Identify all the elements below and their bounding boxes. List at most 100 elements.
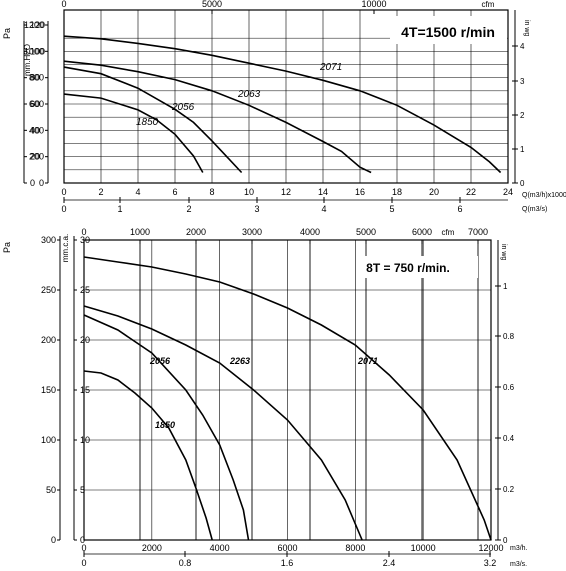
- mm-axis-title: mm.H2O: [23, 44, 32, 76]
- pa-tick-label: 0: [51, 535, 56, 545]
- curve-label-2071: 2071: [319, 62, 342, 73]
- curve-2056: [83, 314, 250, 541]
- pa-tick-label: 1200: [24, 20, 44, 30]
- mm-tick-label: 15: [80, 385, 90, 395]
- pa-axis-title: Pa: [2, 28, 12, 39]
- curve-2056: [63, 66, 243, 174]
- inwg-tick-label: 1: [520, 145, 525, 154]
- secondary-axis-title: m3/s.: [510, 561, 527, 568]
- pa-tick-label: 100: [41, 435, 56, 445]
- curve-label-2056: 2056: [149, 356, 171, 366]
- cfm-tick-label: 1000: [130, 227, 150, 237]
- x-tick-label: 20: [429, 187, 439, 197]
- curve-label-2056: 2056: [171, 102, 195, 113]
- x-tick-label: 12000: [478, 543, 503, 553]
- cfm-tick-label: 0: [81, 227, 86, 237]
- inwg-tick-label: 0.2: [503, 485, 515, 494]
- x-tick-label: 6000: [277, 543, 297, 553]
- x-tick-label: 0: [81, 543, 86, 553]
- speed-label-bg: [390, 16, 507, 44]
- inwg-tick-label: 4: [520, 42, 525, 51]
- cfm-tick-label: 6000: [412, 227, 432, 237]
- cfm-tick-label: 5000: [202, 0, 222, 9]
- pa-tick-label: 150: [41, 385, 56, 395]
- curve-2071: [83, 256, 492, 541]
- cfm-tick-label: 3000: [242, 227, 262, 237]
- x-tick-label: 16: [355, 187, 365, 197]
- inwg-tick-label: 0: [503, 536, 508, 545]
- mm-tick-label: 10: [80, 435, 90, 445]
- secondary-tick-label: 1: [117, 204, 122, 214]
- inwg-axis-title: in wg: [500, 244, 507, 260]
- inwg-tick-label: 2: [520, 111, 525, 120]
- pa-tick-label: 600: [29, 99, 44, 109]
- curve-2071: [63, 35, 502, 174]
- chart-8t-750: 050100150200250300Pa051015202530mm.c.a.0…: [2, 227, 528, 568]
- mm-tick-label: 30: [80, 235, 90, 245]
- curve-1850: [63, 93, 204, 173]
- inwg-tick-label: 1: [503, 282, 508, 291]
- x-tick-label: 6: [172, 187, 177, 197]
- inwg-axis-title: in wg: [523, 20, 530, 36]
- pa-tick-label: 1000: [24, 46, 44, 56]
- inwg-tick-label: 0: [520, 179, 525, 188]
- x-tick-label: 4: [135, 187, 140, 197]
- curve-label-2063: 2063: [237, 89, 261, 100]
- x-tick-label: 18: [392, 187, 402, 197]
- curve-label-1850: 1850: [136, 117, 159, 128]
- pa-tick-label: 400: [29, 125, 44, 135]
- x-tick-label: 8000: [345, 543, 365, 553]
- cfm-tick-label: 5000: [356, 227, 376, 237]
- secondary-tick-label: 1.6: [281, 558, 294, 568]
- secondary-tick-label: 2.4: [383, 558, 396, 568]
- cfm-tick-label: 0: [61, 0, 66, 9]
- x-axis-title: m3/h.: [510, 545, 528, 552]
- chart-4t-1500: 020040060080010001200Pa020406080100120mm…: [2, 0, 566, 214]
- secondary-tick-label: 0: [81, 558, 86, 568]
- cfm-axis-title: cfm: [442, 228, 455, 237]
- x-tick-label: 12: [281, 187, 291, 197]
- x-tick-label: 10000: [411, 543, 436, 553]
- cfm-tick-label: 10000: [361, 0, 386, 9]
- pa-tick-label: 50: [46, 485, 56, 495]
- cfm-tick-label: 4000: [300, 227, 320, 237]
- mm-tick-label: 40: [30, 125, 40, 135]
- mm-tick-label: 120: [30, 20, 45, 30]
- secondary-tick-label: 0: [61, 204, 66, 214]
- x-tick-label: 8: [209, 187, 214, 197]
- cfm-tick-label: 2000: [186, 227, 206, 237]
- pa-tick-label: 250: [41, 285, 56, 295]
- secondary-tick-label: 5: [389, 204, 394, 214]
- x-tick-label: 14: [318, 187, 328, 197]
- pa-axis-title: Pa: [2, 242, 12, 253]
- secondary-tick-label: 3: [254, 204, 259, 214]
- x-tick-label: 24: [503, 187, 513, 197]
- mm-tick-label: 20: [30, 152, 40, 162]
- speed-label: 4T=1500 r/min: [401, 24, 495, 40]
- mm-tick-label: 100: [30, 46, 45, 56]
- speed-label: 8T = 750 r/min.: [366, 261, 450, 275]
- curve-2063: [63, 60, 372, 174]
- curve-label-2071: 2071: [357, 356, 378, 366]
- secondary-axis-title: Q(m3/s): [522, 206, 547, 213]
- pa-tick-label: 200: [29, 152, 44, 162]
- mm-tick-label: 0: [80, 535, 85, 545]
- mm-tick-label: 80: [30, 73, 40, 83]
- x-axis-title: Q(m3/h)x1000: [522, 192, 566, 199]
- cfm-tick-label: 7000: [468, 227, 488, 237]
- pa-tick-label: 300: [41, 235, 56, 245]
- x-tick-label: 2: [98, 187, 103, 197]
- speed-label-bg: [360, 256, 478, 278]
- inwg-tick-label: 0.4: [503, 434, 515, 443]
- curve-label-2263: 2263: [229, 356, 250, 366]
- mm-tick-label: 20: [80, 335, 90, 345]
- mm-tick-label: 0: [30, 178, 35, 188]
- curve-1850: [83, 370, 213, 541]
- cfm-axis-title: cfm: [482, 0, 495, 9]
- secondary-tick-label: 6: [457, 204, 462, 214]
- inwg-tick-label: 0.8: [503, 332, 515, 341]
- pa-tick-label: 800: [29, 73, 44, 83]
- x-tick-label: 2000: [142, 543, 162, 553]
- x-tick-label: 10: [244, 187, 254, 197]
